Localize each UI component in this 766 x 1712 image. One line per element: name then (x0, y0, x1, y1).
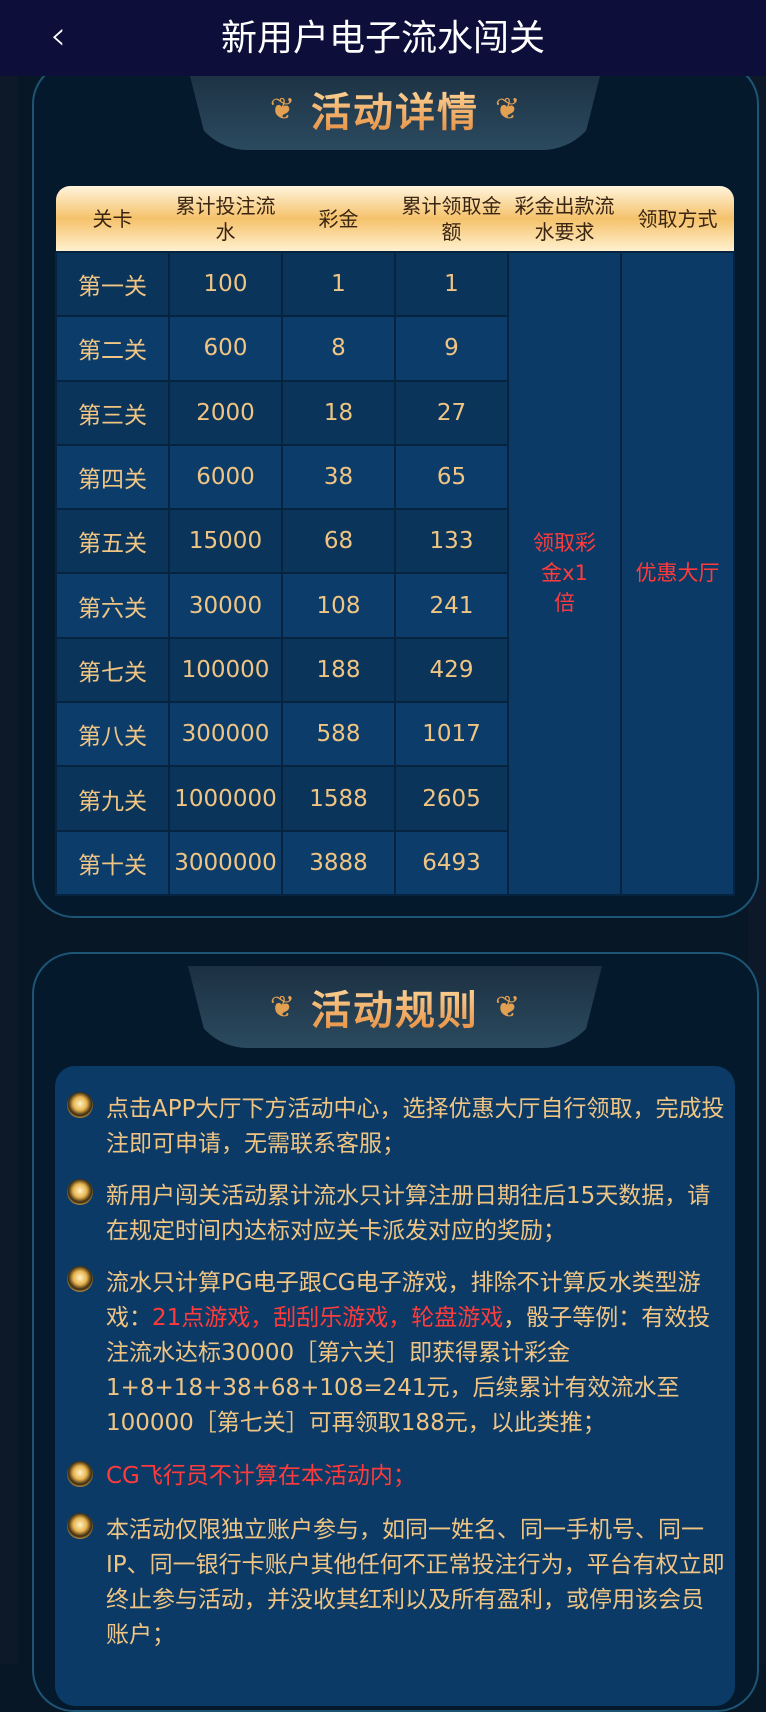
rule-excluded-games: 21点游戏，刮刮乐游戏，轮盘游戏 (152, 1305, 504, 1331)
rule-item: 点击APP大厅下方活动中心，选择优惠大厅自行领取，完成投注即可申请，无需联系客服… (106, 1096, 725, 1157)
table-row: 第六关 30000 108 241 (55, 572, 734, 639)
table-cell: 133 (394, 508, 509, 575)
table-cell: 429 (394, 636, 509, 704)
column-header: 领取方式 (621, 186, 734, 252)
table-cell: 100000 (168, 636, 283, 704)
column-header: 累计投注流水 (169, 186, 282, 252)
table-cell: 1017 (394, 701, 509, 768)
table-cell: 30000 (168, 572, 283, 639)
table-cell: 300000 (168, 701, 283, 768)
laurel-left-icon: ❦ (269, 91, 295, 127)
rule-item: CG飞行员不计算在本活动内； (106, 1463, 416, 1489)
table-cell: 2000 (168, 379, 283, 446)
back-button[interactable]: ‹ (50, 14, 66, 58)
table-cell: 18 (281, 379, 396, 446)
table-row: 第二关 600 8 9 (55, 315, 734, 382)
table-cell: 188 (281, 636, 396, 704)
column-header: 关卡 (56, 186, 169, 252)
table-cell: 1 (281, 250, 396, 318)
table-cell: 1000000 (168, 765, 283, 832)
table-row: 第十关 3000000 3888 6493 (55, 829, 734, 896)
table-cell: 9 (394, 315, 509, 382)
table-cell: 588 (281, 701, 396, 768)
levels-table: 关卡 累计投注流水 彩金 累计领取金额 彩金出款流水要求 领取方式 第一关 100 1 1 领取彩… (55, 186, 735, 896)
table-cell: 第六关 (55, 572, 170, 639)
table-cell: 1 (394, 250, 509, 318)
table-cell: 第四关 (55, 443, 170, 511)
table-cell: 第十关 (55, 829, 170, 896)
column-header: 累计领取金额 (395, 186, 508, 252)
table-cell: 3000000 (168, 829, 283, 896)
table-cell: 第二关 (55, 315, 170, 382)
table-cell: 第三关 (55, 379, 170, 446)
page-title: 新用户电子流水闯关 (220, 18, 545, 59)
rule-item: 流水只计算PG电子跟CG电子游戏，排除不计算反水类型游戏：21点游戏，刮刮乐游戏… (106, 1266, 726, 1441)
left-edge (0, 76, 18, 1664)
table-cell: 15000 (168, 508, 283, 575)
table-row: 第五关 15000 68 133 (55, 508, 734, 575)
details-title: 活动详情 (311, 80, 479, 138)
details-ribbon: ❦ 活动详情 ❦ (188, 68, 602, 150)
bullet-icon (67, 1179, 93, 1205)
table-row: 第七关 100000 188 429 (55, 636, 734, 704)
table-row: 第八关 300000 588 1017 (55, 701, 734, 768)
bullet-icon (67, 1513, 93, 1539)
rule-item: 新用户闯关活动累计流水只计算注册日期往后15天数据，请在规定时间内达标对应关卡派… (106, 1183, 711, 1244)
table-cell: 27 (394, 379, 509, 446)
table-cell: 6000 (168, 443, 283, 511)
table-row: 第一关 100 1 1 领取彩金x1倍 优惠大厅 (55, 250, 735, 896)
table-cell: 108 (281, 572, 396, 639)
column-header: 彩金 (282, 186, 395, 252)
bullet-icon (67, 1092, 93, 1118)
column-header: 彩金出款流水要求 (508, 186, 621, 252)
rules-ribbon: ❦ 活动规则 ❦ (188, 966, 602, 1048)
table-cell: 68 (281, 508, 396, 575)
table-row: 第九关 1000000 1588 2605 (55, 765, 734, 832)
laurel-right-icon: ❦ (495, 989, 521, 1025)
rules-title: 活动规则 (311, 978, 479, 1036)
table-cell: 1588 (281, 765, 396, 832)
table-cell: 第七关 (55, 636, 170, 704)
table-row: 第四关 6000 38 65 (55, 443, 734, 511)
table-cell: 600 (168, 315, 283, 382)
requirement-cell: 领取彩金x1倍 (507, 251, 622, 896)
rule-text: 流水只计算PG电子跟CG电子游戏，排除不计算反水类型游戏： (106, 1270, 701, 1331)
table-cell: 8 (281, 315, 396, 382)
rule-text: ，骰子等例：有效投注流水达标30000［第六关］即获得累计彩金1+8+18+38… (106, 1305, 711, 1436)
table-cell: 38 (281, 443, 396, 511)
table-cell: 第一关 (55, 250, 170, 318)
laurel-left-icon: ❦ (269, 989, 295, 1025)
table-cell: 65 (394, 443, 509, 511)
bullet-icon (67, 1266, 93, 1292)
table-row: 第三关 2000 18 27 (55, 379, 734, 446)
chevron-left-icon: ‹ (50, 13, 66, 59)
nav-header: ‹ 新用户电子流水闯关 (0, 0, 766, 76)
table-cell: 6493 (394, 829, 509, 896)
rules-box (55, 1066, 735, 1706)
rule-item: 本活动仅限独立账户参与，如同一姓名、同一手机号、同一IP、同一银行卡账户其他任何… (106, 1517, 725, 1648)
bullet-icon (67, 1461, 93, 1487)
table-cell: 第五关 (55, 508, 170, 575)
table-cell: 第八关 (55, 701, 170, 768)
table-cell: 241 (394, 572, 509, 639)
method-cell: 优惠大厅 (620, 251, 735, 896)
table-cell: 100 (168, 250, 283, 318)
table-cell: 第九关 (55, 765, 170, 832)
table-cell: 2605 (394, 765, 509, 832)
table-cell: 3888 (281, 829, 396, 896)
laurel-right-icon: ❦ (495, 91, 521, 127)
